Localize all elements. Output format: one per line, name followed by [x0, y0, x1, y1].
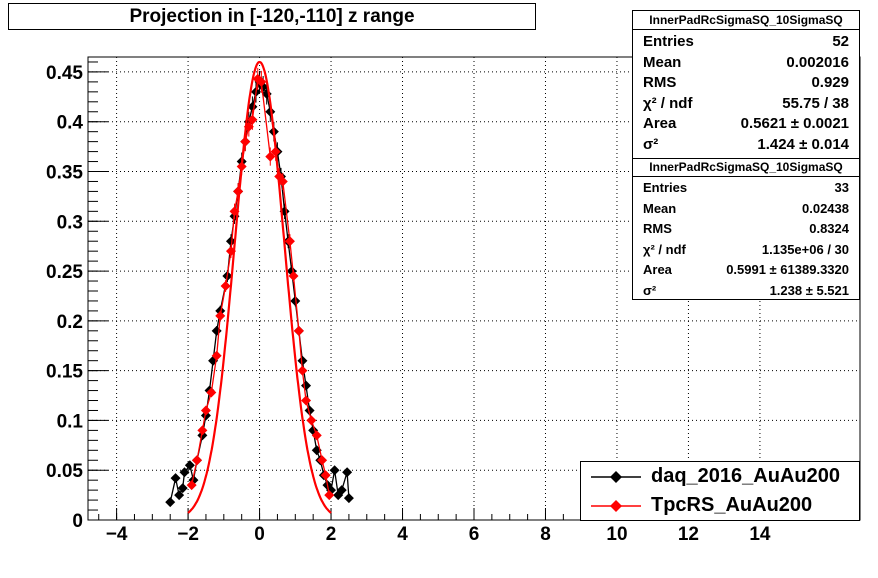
data-point — [297, 365, 308, 376]
data-point — [320, 470, 331, 481]
stats-row-rms: RMS 0.929 — [643, 74, 849, 91]
series-tpcrs — [186, 67, 335, 501]
stats-box-daq: InnerPadRcSigmaSQ_10SigmaSQ Entries 52 Me… — [632, 10, 860, 160]
y-tick-label: 0.1 — [57, 411, 84, 432]
data-point — [265, 151, 276, 162]
y-tick-label: 0.3 — [57, 212, 83, 233]
data-point — [342, 467, 353, 478]
x-tick-label: 6 — [469, 524, 480, 545]
x-tick-label: 14 — [749, 524, 771, 545]
data-point — [197, 425, 208, 436]
data-point — [184, 460, 195, 471]
stats-row-entries: Entries 33 — [643, 180, 849, 195]
data-point — [336, 485, 347, 496]
data-point — [317, 455, 328, 466]
data-point — [179, 467, 190, 478]
data-point — [301, 395, 312, 406]
x-tick-label: 12 — [678, 524, 699, 545]
x-tick-label: 10 — [606, 524, 627, 545]
data-point — [170, 473, 181, 484]
legend-label-tpcrs: TpcRS_AuAu200 — [651, 494, 813, 516]
stats-row-mean: Mean 0.002016 — [643, 53, 849, 71]
legend-label-daq: daq_2016_AuAu200 — [651, 465, 840, 487]
series-layer — [165, 60, 354, 514]
stats-box-daq-name: InnerPadRcSigmaSQ_10SigmaSQ — [633, 11, 859, 30]
chart-title: Projection in [-120,-110] z range — [8, 3, 536, 30]
data-point — [288, 271, 299, 282]
data-point — [256, 76, 267, 87]
data-point — [290, 295, 301, 306]
data-point — [277, 176, 288, 187]
x-tick-label: 8 — [540, 524, 551, 545]
stats-row-chi2: χ² / ndf 55.75 / 38 — [643, 94, 849, 112]
stats-row-area: Area 0.5621 ± 0.0021 — [643, 115, 849, 132]
y-tick-label: 0.15 — [46, 362, 83, 383]
legend: daq_2016_AuAu200 TpcRS_AuAu200 — [580, 461, 860, 521]
data-point — [220, 281, 231, 292]
fit-curve — [187, 60, 332, 514]
y-tick-label: 0.25 — [46, 262, 83, 283]
stats-row-area: Area 0.5991 ± 61389.3320 — [643, 262, 849, 277]
axes: −4 −2 0 2 4 6 8 10 12 14 0 0.05 0.1 0.15 0.2 0.25 0.3 0.3… — [46, 61, 850, 545]
x-tick-label: −4 — [106, 524, 128, 545]
data-point — [329, 465, 340, 476]
data-point — [304, 405, 315, 416]
data-point — [206, 387, 217, 398]
stats-box-tpcrs-rows: Entries 33 Mean 0.02438 RMS 0.8324 χ² / ndf… — [633, 177, 859, 303]
stats-row-mean: Mean 0.02438 — [643, 200, 849, 216]
data-point — [284, 236, 295, 247]
y-tick-label: 0.35 — [46, 163, 83, 184]
stats-row-sigma2: σ² 1.238 ± 5.521 — [643, 282, 849, 298]
legend-marker-tpcrs — [591, 500, 641, 512]
x-tick-label: −2 — [177, 524, 199, 545]
y-tick-label: 0.45 — [46, 63, 83, 84]
data-point — [200, 405, 211, 416]
stats-box-daq-rows: Entries 52 Mean 0.002016 RMS 0.929 χ² / ndf… — [633, 30, 859, 156]
legend-entry-tpcrs: TpcRS_AuAu200 — [581, 492, 859, 520]
y-tick-label: 0.4 — [57, 113, 84, 134]
y-tick-label: 0.2 — [57, 312, 83, 333]
legend-entry-daq: daq_2016_AuAu200 — [581, 463, 859, 491]
data-point — [186, 480, 197, 491]
stats-row-rms: RMS 0.8324 — [643, 221, 849, 236]
data-point — [324, 490, 335, 501]
data-point — [174, 490, 185, 501]
data-point — [343, 493, 354, 504]
data-point — [247, 114, 258, 125]
stats-row-chi2: χ² / ndf 1.135e+06 / 30 — [643, 241, 849, 257]
x-tick-label: 4 — [397, 524, 408, 545]
data-point — [293, 325, 304, 336]
x-tick-label: 2 — [326, 524, 337, 545]
y-tick-label: 0 — [72, 511, 83, 532]
y-tick-label: 0.05 — [46, 461, 83, 482]
stats-box-tpcrs: InnerPadRcSigmaSQ_10SigmaSQ Entries 33 Me… — [632, 158, 860, 300]
data-point — [225, 236, 236, 247]
data-point — [306, 415, 317, 426]
data-point — [165, 497, 176, 508]
legend-marker-daq — [591, 471, 641, 483]
data-point — [311, 430, 322, 441]
stats-row-entries: Entries 52 — [643, 33, 849, 50]
data-point — [211, 350, 222, 361]
data-point — [192, 455, 203, 466]
x-tick-label: 0 — [254, 524, 265, 545]
data-point — [297, 355, 308, 366]
stats-row-sigma2: σ² 1.424 ± 0.014 — [643, 135, 849, 153]
stats-box-tpcrs-name: InnerPadRcSigmaSQ_10SigmaSQ — [633, 159, 859, 177]
data-point — [177, 483, 188, 494]
data-point — [215, 310, 226, 321]
